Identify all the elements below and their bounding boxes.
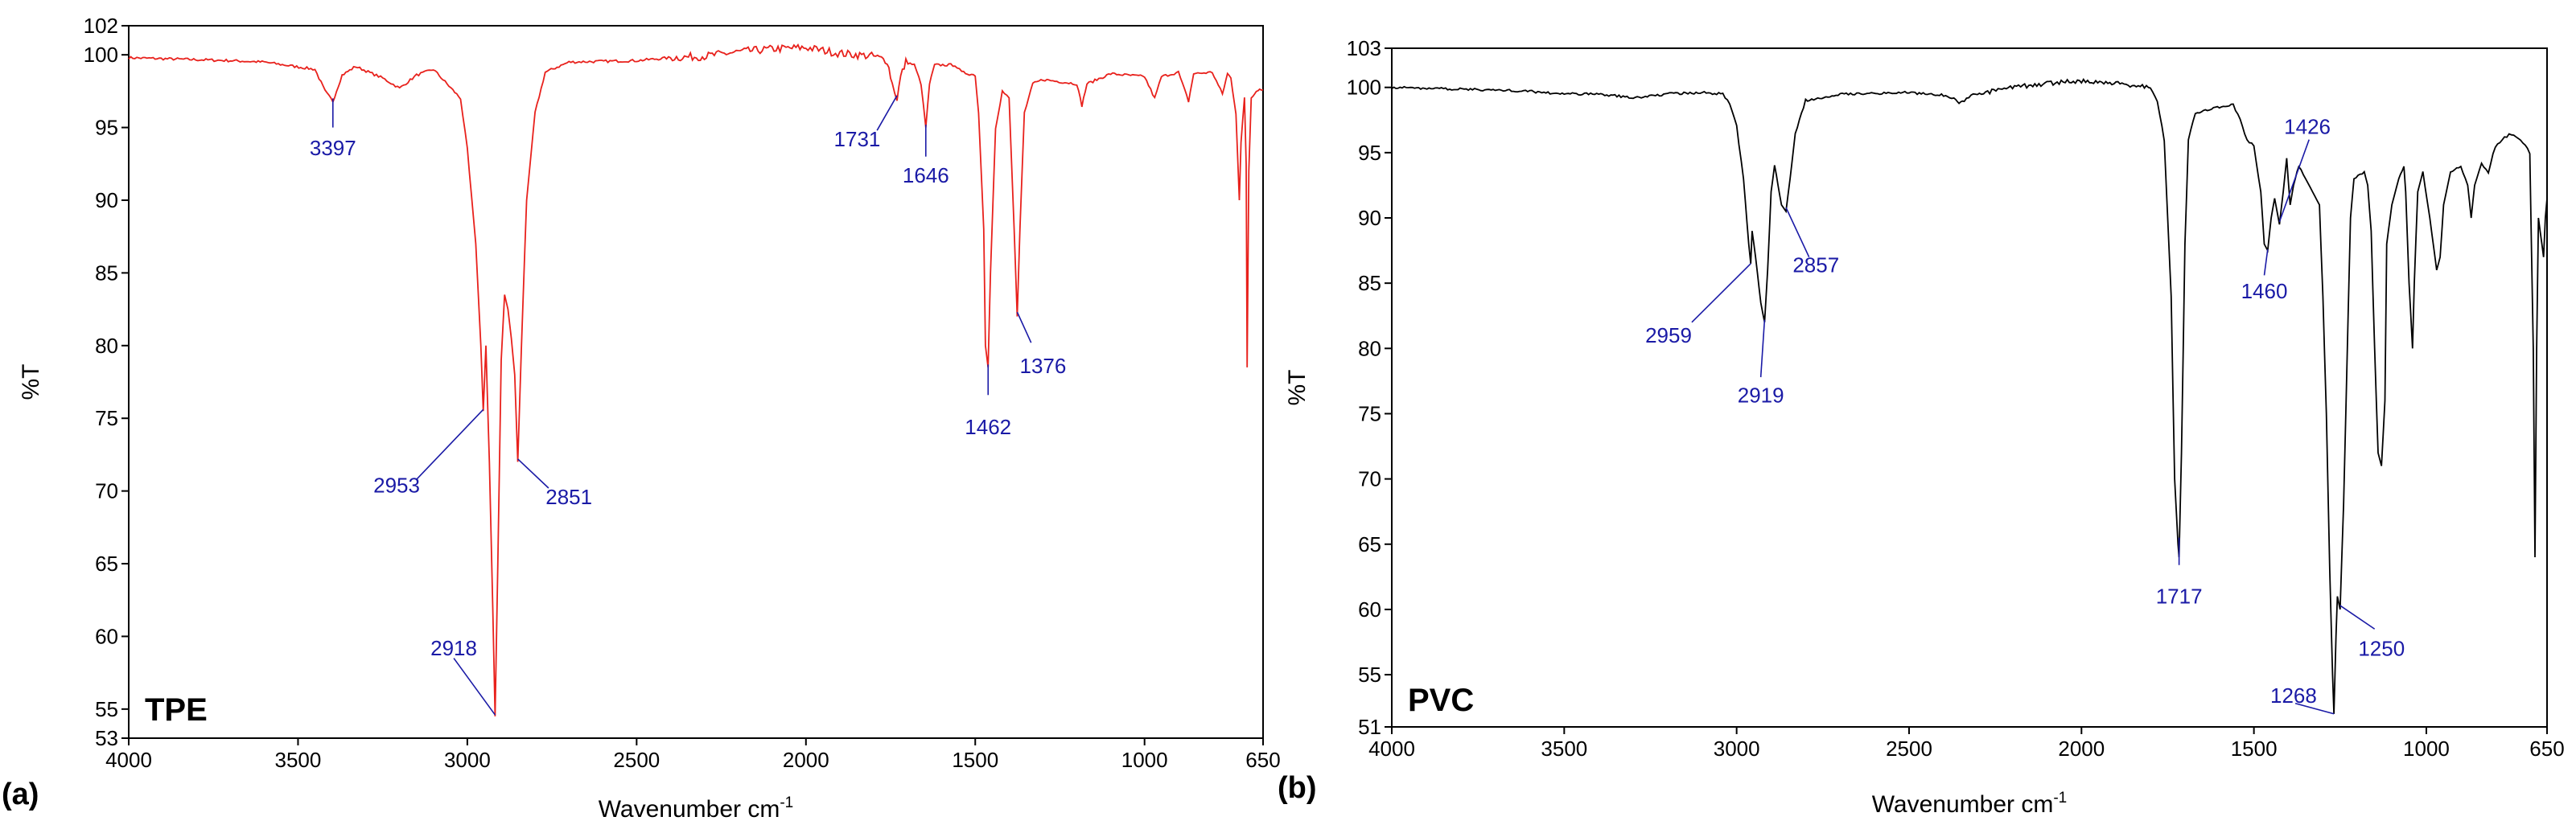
tpe-transmittance-line (128, 43, 1264, 716)
y-tick-label: 51 (1358, 715, 1381, 739)
y-tick-label: 80 (95, 334, 118, 358)
x-tick-label: 650 (1245, 748, 1280, 772)
y-axis-title-b: %T (1284, 370, 1311, 406)
y-tick-label: 55 (95, 697, 118, 721)
peak-label-3397: 3397 (310, 136, 356, 160)
pvc-transmittance-line (1391, 78, 2548, 714)
peak-label-1717: 1717 (2156, 585, 2203, 609)
x-tick-label: 2500 (613, 748, 660, 772)
x-tick-label: 2500 (1886, 737, 1932, 761)
peak-labels-b: 2959 2919 2857 1426 1460 1717 1268 1250 (1645, 114, 2405, 715)
peak-leader-2918 (453, 658, 496, 716)
peak-label-2918: 2918 (430, 636, 477, 660)
y-tick-label: 75 (1358, 401, 1381, 425)
peak-leader-1731 (876, 95, 898, 131)
peak-label-2851: 2851 (545, 485, 592, 509)
peak-leader-2857 (1785, 207, 1810, 258)
y-tick-label: 75 (95, 406, 118, 430)
panel-letter-b: (b) (1278, 771, 1317, 805)
plot-frame-b (1391, 47, 2548, 728)
peak-label-1646: 1646 (903, 163, 949, 187)
y-axis-title-a: %T (18, 364, 44, 400)
peak-label-2919: 2919 (1738, 384, 1784, 408)
x-tick-label: 4000 (105, 748, 152, 772)
y-tick-label: 65 (95, 552, 118, 576)
sample-name-tpe: TPE (145, 692, 208, 728)
x-tick-label: 1500 (2231, 737, 2278, 761)
peak-leader-2959 (1691, 263, 1751, 323)
panel-letter-a: (a) (2, 778, 39, 811)
x-tick-label: 1000 (1121, 748, 1168, 772)
y-tick-label: 60 (1358, 597, 1381, 622)
x-tick-label: 2000 (2058, 737, 2105, 761)
plot-frame-a (128, 25, 1264, 739)
axis-ticks-a: 4000 3500 3000 2500 2000 1500 1000 650 53 55 60 65 7… (84, 14, 1281, 772)
x-tick-label: 650 (2529, 737, 2564, 761)
peak-label-1460: 1460 (2241, 279, 2288, 303)
peak-label-2857: 2857 (1792, 252, 1839, 277)
axis-ticks-b: 4000 3500 3000 2500 2000 1500 1000 650 51 55 60 65 7… (1347, 36, 2565, 761)
peak-leader-2953 (416, 408, 484, 480)
peak-label-1268: 1268 (2270, 683, 2317, 708)
x-axis-title-b: Wavenumber cm-1 (1872, 790, 2068, 818)
y-tick-label: 85 (95, 261, 118, 285)
y-tick-label: 55 (1358, 663, 1381, 687)
y-tick-label: 103 (1347, 36, 1381, 60)
peak-labels-a: 3397 1731 1646 2953 2851 1462 1376 2918 (310, 95, 1066, 716)
peak-leader-1460 (2263, 248, 2269, 276)
peak-leader-2919 (1759, 319, 1766, 378)
peak-label-1462: 1462 (965, 415, 1011, 439)
peak-leader-1250 (2339, 605, 2376, 630)
sample-name-pvc: PVC (1408, 683, 1474, 718)
peak-label-2959: 2959 (1645, 323, 1692, 347)
y-tick-label: 70 (95, 479, 118, 503)
peak-leader-1268 (2294, 703, 2335, 715)
x-tick-label: 3500 (275, 748, 322, 772)
peak-label-1731: 1731 (834, 127, 881, 151)
y-tick-label: 102 (84, 14, 118, 38)
y-tick-label: 90 (1358, 206, 1381, 230)
y-tick-label: 95 (1358, 141, 1381, 165)
peak-leader-1426 (2278, 139, 2310, 223)
panel-b-pvc-spectrum: 4000 3500 3000 2500 2000 1500 1000 650 51 55 60 65 7… (1278, 36, 2565, 818)
y-tick-label: 85 (1358, 271, 1381, 295)
x-tick-label: 1000 (2403, 737, 2450, 761)
y-tick-label: 100 (84, 43, 118, 67)
peak-leader-1376 (1016, 311, 1032, 343)
x-axis-title-a: Wavenumber cm-1 (599, 794, 794, 823)
peak-leader-2851 (517, 458, 549, 489)
y-tick-label: 70 (1358, 467, 1381, 491)
x-tick-label: 3000 (444, 748, 491, 772)
y-tick-label: 65 (1358, 532, 1381, 556)
peak-label-1376: 1376 (1019, 354, 1066, 378)
y-tick-label: 53 (95, 726, 118, 750)
y-tick-label: 60 (95, 624, 118, 648)
y-tick-label: 80 (1358, 336, 1381, 360)
y-tick-label: 90 (95, 188, 118, 212)
y-tick-label: 100 (1347, 76, 1381, 100)
panel-a-tpe-spectrum: 4000 3500 3000 2500 2000 1500 1000 650 53 55 60 65 7… (2, 14, 1281, 823)
x-tick-label: 4000 (1368, 737, 1415, 761)
peak-label-2953: 2953 (373, 473, 420, 497)
x-tick-label: 2000 (783, 748, 829, 772)
y-tick-label: 95 (95, 116, 118, 140)
x-tick-label: 3500 (1541, 737, 1587, 761)
peak-label-1250: 1250 (2358, 637, 2405, 661)
peak-label-1426: 1426 (2284, 114, 2331, 138)
x-tick-label: 3000 (1714, 737, 1760, 761)
x-tick-label: 1500 (952, 748, 998, 772)
